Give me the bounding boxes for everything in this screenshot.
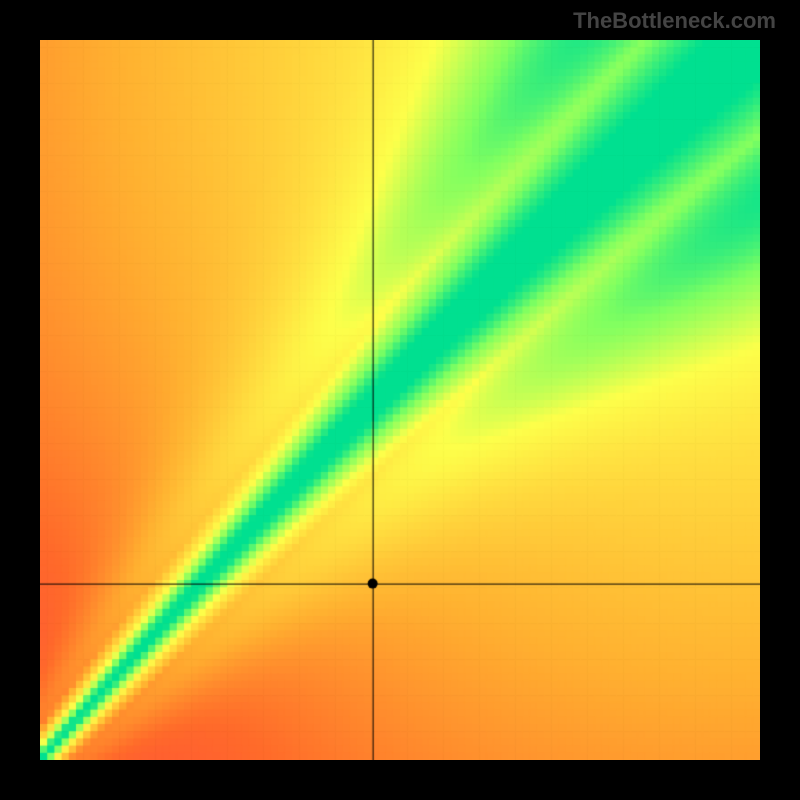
heatmap-canvas bbox=[40, 40, 760, 760]
watermark-text: TheBottleneck.com bbox=[573, 8, 776, 34]
heatmap-plot bbox=[40, 40, 760, 760]
